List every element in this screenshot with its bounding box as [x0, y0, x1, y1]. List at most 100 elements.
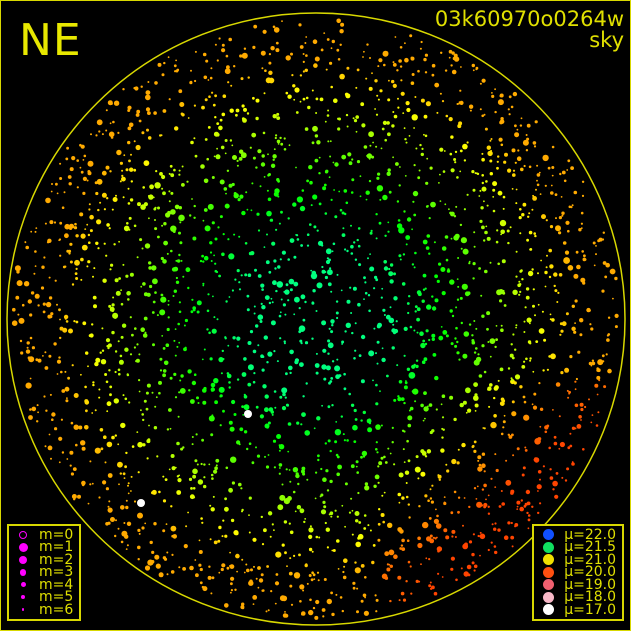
- star-point: [335, 593, 338, 596]
- star-point: [217, 226, 220, 229]
- star-point: [476, 172, 478, 175]
- star-point: [207, 79, 210, 81]
- star-point: [445, 535, 450, 540]
- star-point: [345, 322, 351, 328]
- star-point: [198, 563, 202, 567]
- star-point: [429, 581, 432, 584]
- star-point: [226, 566, 230, 570]
- star-point: [255, 577, 258, 580]
- star-point: [475, 347, 478, 350]
- star-point: [203, 348, 206, 351]
- star-point: [296, 421, 300, 425]
- star-point: [443, 501, 446, 504]
- star-point: [117, 368, 121, 372]
- star-point: [299, 205, 306, 212]
- star-point: [451, 529, 456, 534]
- star-point: [538, 382, 541, 385]
- star-point: [249, 330, 254, 334]
- legend-label: m=3: [39, 564, 74, 580]
- star-point: [342, 570, 345, 574]
- star-point: [194, 154, 198, 158]
- star-point: [194, 559, 197, 561]
- star-point: [398, 184, 401, 187]
- star-point: [527, 527, 530, 530]
- star-point: [155, 170, 158, 173]
- star-point: [54, 279, 57, 282]
- star-point: [551, 145, 555, 149]
- star-point: [93, 304, 97, 309]
- star-point: [185, 525, 188, 528]
- star-point: [19, 339, 23, 343]
- star-point: [304, 300, 307, 304]
- star-point: [497, 262, 501, 266]
- star-point: [341, 504, 344, 507]
- star-point: [512, 91, 518, 97]
- star-point: [459, 223, 463, 227]
- star-point: [327, 269, 333, 276]
- star-point: [369, 266, 375, 272]
- star-point: [146, 383, 151, 388]
- star-point: [263, 246, 266, 249]
- star-point: [308, 165, 313, 170]
- star-point: [266, 233, 268, 236]
- star-point: [508, 95, 512, 99]
- star-point: [278, 449, 281, 452]
- star-point: [492, 181, 498, 187]
- star-point: [318, 202, 322, 206]
- star-point: [100, 359, 107, 365]
- star-point: [428, 517, 432, 520]
- horizon-circle: [6, 12, 626, 626]
- star-point: [574, 403, 579, 408]
- star-point: [601, 354, 605, 358]
- star-point: [441, 416, 445, 419]
- star-point: [391, 346, 395, 350]
- star-point: [122, 88, 125, 91]
- star-point: [27, 356, 31, 360]
- star-point: [173, 168, 176, 172]
- star-point: [357, 491, 360, 495]
- star-point: [514, 124, 517, 128]
- star-point: [310, 204, 313, 207]
- star-point: [540, 259, 542, 262]
- star-point: [166, 428, 170, 431]
- star-point: [207, 203, 214, 210]
- star-point: [536, 173, 541, 177]
- star-point: [444, 203, 447, 206]
- star-point: [471, 340, 476, 345]
- star-point: [221, 535, 224, 538]
- legend-label: μ=19.0: [564, 576, 616, 593]
- star-point: [80, 278, 83, 281]
- star-point: [191, 380, 197, 386]
- star-point: [222, 233, 225, 236]
- star-point: [113, 398, 120, 404]
- legend-label: m=5: [39, 589, 74, 605]
- star-point: [401, 496, 405, 500]
- star-point: [607, 368, 612, 374]
- star-point: [516, 156, 522, 161]
- star-point: [527, 518, 531, 522]
- star-point: [507, 241, 510, 245]
- star-point: [270, 297, 273, 300]
- star-point: [107, 521, 111, 525]
- star-point: [65, 157, 69, 161]
- star-point: [327, 405, 331, 409]
- star-point: [148, 424, 150, 427]
- star-point: [190, 399, 195, 404]
- star-point: [252, 96, 255, 100]
- star-point: [353, 408, 357, 413]
- star-point: [118, 372, 121, 376]
- star-point: [111, 303, 115, 307]
- star-point: [29, 313, 33, 317]
- star-point: [368, 131, 374, 138]
- star-point: [261, 368, 265, 372]
- star-point: [56, 373, 59, 375]
- star-point: [141, 131, 145, 135]
- star-point: [500, 229, 506, 235]
- star-point: [170, 525, 177, 532]
- star-point: [402, 598, 407, 602]
- star-point: [133, 168, 137, 172]
- star-point: [259, 414, 264, 419]
- star-point: [95, 191, 99, 196]
- star-point: [133, 500, 137, 503]
- star-point: [388, 271, 394, 277]
